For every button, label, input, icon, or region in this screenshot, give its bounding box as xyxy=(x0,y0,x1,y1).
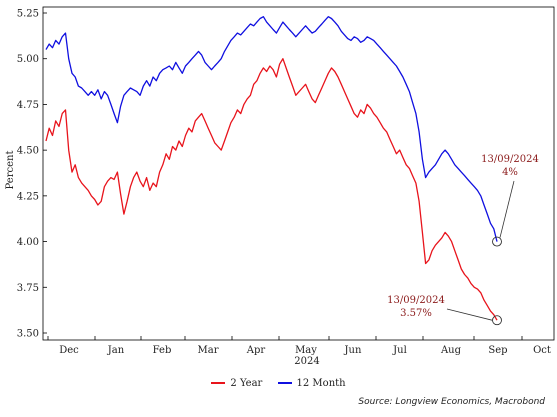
year-label: 2024 xyxy=(294,356,319,367)
legend-swatch-12-month xyxy=(277,382,292,384)
series-line-2-year xyxy=(45,58,498,321)
x-tick-label: Aug xyxy=(440,345,462,356)
x-tick-label: Jul xyxy=(392,345,407,356)
x-tick-label: Oct xyxy=(533,345,551,356)
annotation-value-12-month: 4% xyxy=(502,167,518,178)
annotation-marker-2-year xyxy=(492,315,502,326)
y-tick-label: 5.00 xyxy=(17,54,39,65)
x-tick-label: Jun xyxy=(344,345,362,356)
legend: 2 Year 12 Month xyxy=(0,376,557,389)
x-tick-label: Mar xyxy=(198,345,219,356)
y-tick-label: 3.75 xyxy=(17,283,39,294)
y-tick-label: 4.00 xyxy=(17,237,39,248)
y-tick-label: 3.50 xyxy=(17,329,39,340)
source-note: Source: Longview Economics, Macrobond xyxy=(358,397,545,407)
annotation-value-2-year: 3.57% xyxy=(400,308,432,319)
y-axis: 5.25 5.00 4.75 4.50 4.25 4.00 3.75 3.50 xyxy=(17,9,47,340)
plot-frame xyxy=(42,6,555,341)
annotation-leader-2-year xyxy=(446,308,493,321)
annotation-date-2-year: 13/09/2024 xyxy=(387,295,445,306)
legend-label-2-year: 2 Year xyxy=(230,377,263,389)
x-axis: Dec Jan Feb Mar Apr May Jun Jul Aug Sep Oct xyxy=(47,336,551,356)
y-tick-label: 4.25 xyxy=(17,191,39,202)
x-tick-label: Sep xyxy=(488,345,507,356)
x-tick-label: May xyxy=(295,345,317,356)
legend-item-2-year: 2 Year xyxy=(211,378,262,389)
series-line-12-month xyxy=(45,16,498,242)
annotation-date-12-month: 13/09/2024 xyxy=(481,154,539,165)
x-tick-label: Dec xyxy=(59,345,79,356)
legend-swatch-2-year xyxy=(211,382,226,384)
x-tick-label: Apr xyxy=(246,345,266,356)
y-tick-label: 4.75 xyxy=(17,100,39,111)
y-axis-title: Percent xyxy=(5,151,16,190)
y-tick-label: 5.25 xyxy=(17,9,39,20)
annotation-marker-12-month xyxy=(492,236,502,247)
series-layer xyxy=(45,16,498,321)
x-tick-label: Jan xyxy=(107,345,125,356)
legend-label-12-month: 12 Month xyxy=(296,377,346,389)
annotation-layer: 13/09/2024 4% 13/09/2024 3.57% xyxy=(387,154,539,326)
legend-item-12-month: 12 Month xyxy=(277,377,346,389)
y-tick-label: 4.50 xyxy=(17,146,39,157)
annotation-leader-12-month xyxy=(499,180,515,238)
x-tick-label: Feb xyxy=(153,345,172,356)
